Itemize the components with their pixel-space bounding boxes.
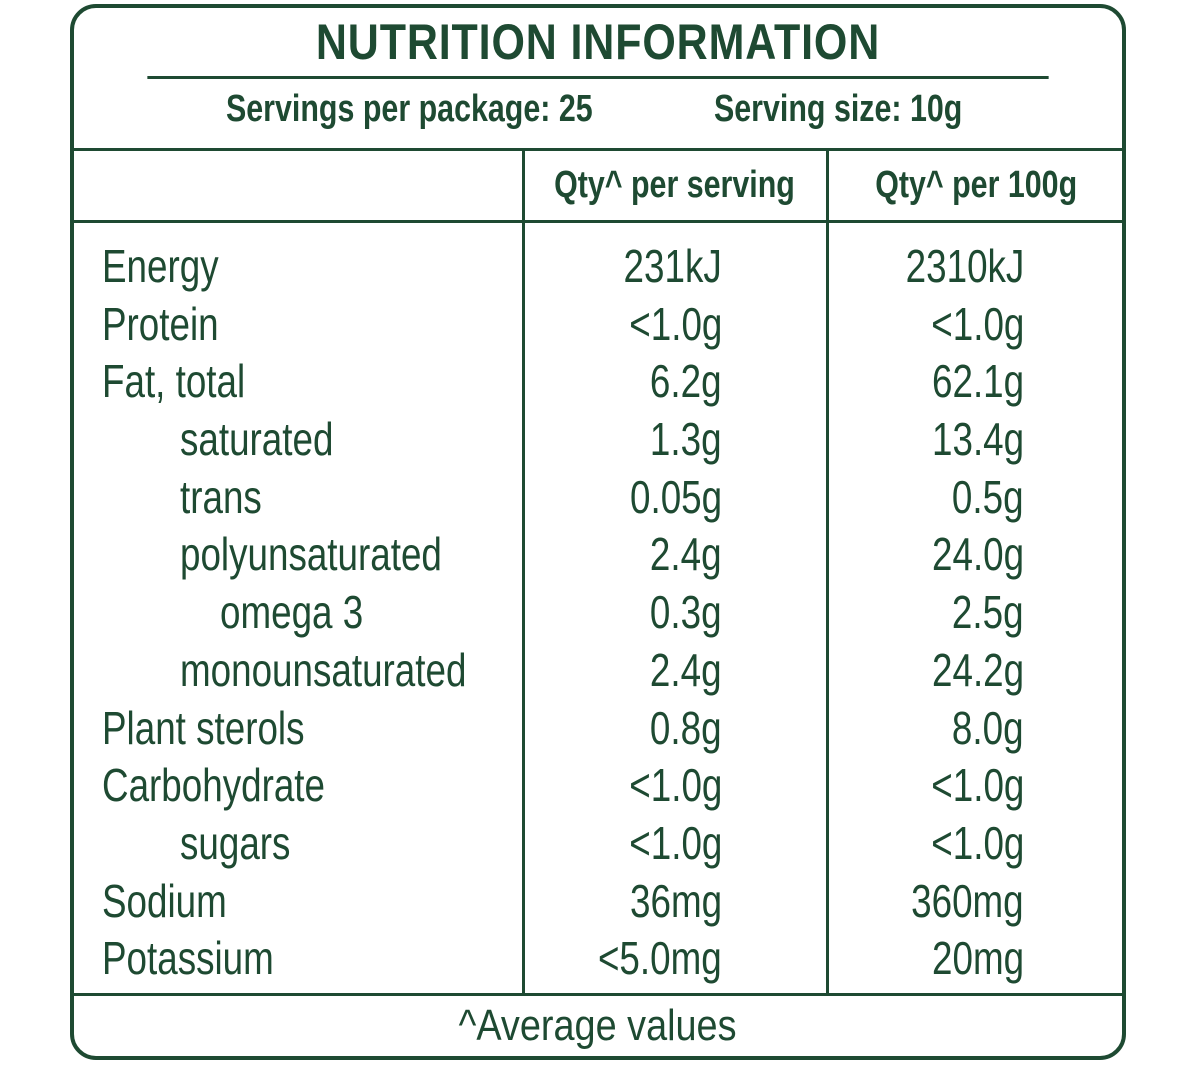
- per-serving-value: 1.3g: [650, 413, 722, 466]
- nutrient-name: sugars: [180, 816, 291, 869]
- per-100g-value: 2.5g: [952, 586, 1024, 639]
- per-100g-value: <1.0g: [930, 297, 1024, 350]
- per-serving-value: <5.0mg: [598, 932, 722, 985]
- per-100g-value: 20mg: [931, 932, 1024, 985]
- nutrient-name: omega 3: [220, 586, 364, 639]
- per-100g-value: 13.4g: [931, 413, 1024, 466]
- per-serving-value: 0.05g: [629, 470, 722, 523]
- per-serving-value: 2.4g: [650, 643, 722, 696]
- per-100g-value: 360mg: [911, 874, 1024, 927]
- per-serving-value: <1.0g: [628, 759, 722, 812]
- nutrient-row: Protein <1.0g <1.0g: [74, 296, 1122, 354]
- nutrient-rows: Energy 231kJ 2310kJ Protein <1.0g <1.0g Fat, t…: [74, 238, 1122, 988]
- per-serving-value: 0.8g: [650, 701, 722, 754]
- nutrient-name: Protein: [102, 297, 219, 350]
- nutrient-row: saturated 1.3g 13.4g: [74, 411, 1122, 469]
- per-100g-value: 2310kJ: [905, 240, 1024, 292]
- column-header-blank: [74, 150, 522, 223]
- nutrient-row: trans 0.05g 0.5g: [74, 469, 1122, 527]
- per-100g-value: 0.5g: [952, 470, 1024, 523]
- nutrient-name: Plant sterols: [102, 701, 305, 754]
- per-serving-value: <1.0g: [628, 297, 722, 350]
- nutrient-row: Carbohydrate <1.0g <1.0g: [74, 757, 1122, 815]
- per-100g-value: <1.0g: [930, 759, 1024, 812]
- nutrient-name: polyunsaturated: [180, 528, 442, 581]
- per-serving-value: <1.0g: [628, 816, 722, 869]
- nutrient-row: Plant sterols 0.8g 8.0g: [74, 700, 1122, 758]
- per-100g-value: 8.0g: [952, 701, 1024, 754]
- serving-size: Serving size: 10g: [714, 88, 963, 130]
- column-header-per-serving-label: Qty^ per serving: [553, 163, 795, 206]
- nutrient-row: polyunsaturated 2.4g 24.0g: [74, 526, 1122, 584]
- nutrient-name: Carbohydrate: [102, 759, 325, 812]
- column-divider: [522, 150, 525, 993]
- column-divider: [826, 150, 829, 993]
- per-serving-value: 231kJ: [623, 240, 722, 292]
- column-header-per-100g: Qty^ per 100g: [826, 150, 1122, 223]
- per-100g-value: 24.2g: [931, 643, 1024, 696]
- nutrient-row: Fat, total 6.2g 62.1g: [74, 353, 1122, 411]
- nutrient-name: Potassium: [102, 932, 274, 985]
- nutrient-name: Sodium: [102, 874, 227, 927]
- nutrient-name: saturated: [180, 413, 334, 466]
- per-100g-value: 62.1g: [931, 355, 1024, 408]
- servings-per-package: Servings per package: 25: [226, 88, 593, 130]
- footnote-text: ^Average values: [459, 1001, 737, 1050]
- footnote: ^Average values: [74, 993, 1122, 1056]
- per-100g-value: 24.0g: [931, 528, 1024, 581]
- column-header-per-serving: Qty^ per serving: [522, 150, 826, 223]
- per-serving-value: 2.4g: [650, 528, 722, 581]
- servings-row: Servings per package: 25 Serving size: 1…: [74, 76, 1122, 151]
- nutrient-name: Energy: [102, 240, 219, 292]
- per-serving-value: 6.2g: [650, 355, 722, 408]
- nutrient-row: omega 3 0.3g 2.5g: [74, 584, 1122, 642]
- nutrient-row: monounsaturated 2.4g 24.2g: [74, 642, 1122, 700]
- nutrient-name: trans: [180, 470, 262, 523]
- column-header-per-100g-label: Qty^ per 100g: [875, 163, 1077, 206]
- nutrient-row: Potassium <5.0mg 20mg: [74, 930, 1122, 988]
- nutrition-panel: NUTRITION INFORMATION Servings per packa…: [70, 4, 1126, 1060]
- nutrient-row: Energy 231kJ 2310kJ: [74, 238, 1122, 296]
- panel-title: NUTRITION INFORMATION: [147, 8, 1049, 79]
- per-serving-value: 36mg: [629, 874, 722, 927]
- nutrient-name: monounsaturated: [180, 643, 467, 696]
- nutrient-row: sugars <1.0g <1.0g: [74, 815, 1122, 873]
- nutrient-name: Fat, total: [102, 355, 246, 408]
- per-serving-value: 0.3g: [650, 586, 722, 639]
- nutrient-row: Sodium 36mg 360mg: [74, 873, 1122, 931]
- per-100g-value: <1.0g: [930, 816, 1024, 869]
